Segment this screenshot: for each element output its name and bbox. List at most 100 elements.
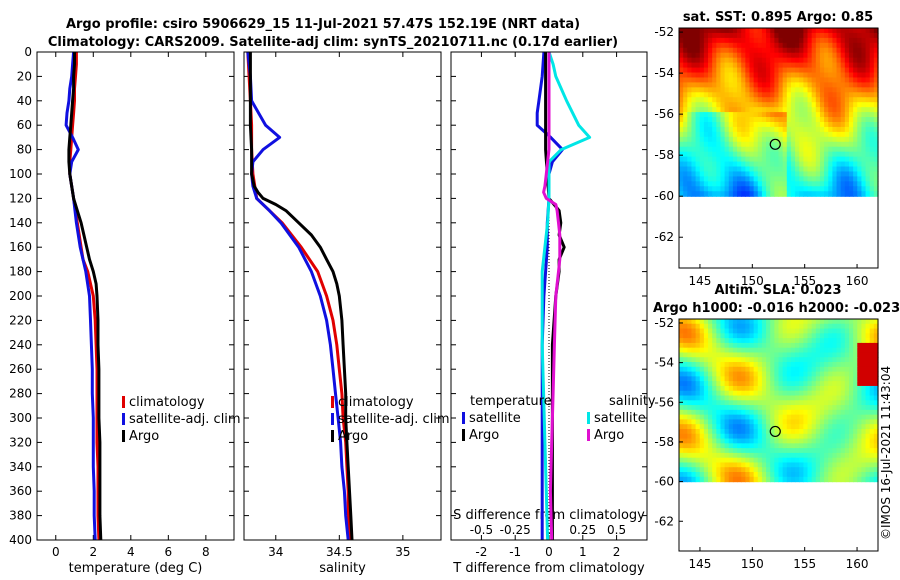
heatmap-cell bbox=[724, 319, 730, 325]
heatmap-cell bbox=[687, 405, 693, 411]
heatmap-cell bbox=[865, 328, 871, 334]
heatmap-cell bbox=[824, 400, 829, 406]
heatmap-cell bbox=[761, 362, 767, 368]
heatmap-cell bbox=[683, 400, 688, 406]
heatmap-cell bbox=[832, 112, 838, 118]
heatmap-cell bbox=[828, 87, 833, 93]
heatmap-cell bbox=[865, 414, 871, 421]
heatmap-cell bbox=[766, 102, 771, 108]
heatmap-cell bbox=[819, 52, 825, 59]
heatmap-cell bbox=[865, 97, 871, 103]
heatmap-cell bbox=[786, 191, 792, 197]
heatmap-cell bbox=[869, 405, 875, 411]
heatmap-cell bbox=[766, 362, 771, 368]
heatmap-cell bbox=[745, 136, 751, 143]
heatmap-cell bbox=[728, 347, 734, 354]
heatmap-cell bbox=[732, 338, 738, 344]
heatmap-cell bbox=[745, 342, 751, 349]
heatmap-cell bbox=[683, 181, 688, 187]
heatmap-cell bbox=[844, 462, 850, 468]
heatmap-cell bbox=[691, 376, 697, 382]
heatmap-cell bbox=[774, 400, 780, 406]
heatmap-cell bbox=[766, 390, 771, 397]
heatmap-cell bbox=[832, 97, 838, 103]
heatmap-cell bbox=[745, 131, 751, 138]
heatmap-cell bbox=[873, 186, 879, 192]
heatmap-cell bbox=[799, 347, 804, 354]
heatmap-cell bbox=[790, 87, 796, 93]
heatmap-cell bbox=[832, 347, 838, 354]
heatmap-cell bbox=[753, 419, 759, 425]
heatmap-cell bbox=[695, 405, 701, 411]
heatmap-cell bbox=[844, 333, 850, 339]
heatmap-cell bbox=[807, 433, 813, 440]
heatmap-cell bbox=[828, 166, 833, 173]
heatmap-cell bbox=[836, 136, 842, 143]
heatmap-cell bbox=[691, 347, 697, 354]
heatmap-cell bbox=[720, 82, 726, 88]
heatmap-cell bbox=[766, 414, 771, 421]
heatmap-cell bbox=[724, 419, 730, 425]
heatmap-cell bbox=[703, 72, 709, 79]
heatmap-cell bbox=[815, 107, 821, 113]
heatmap-cell bbox=[728, 457, 734, 464]
heatmap-cell bbox=[811, 467, 817, 473]
heatmap-cell bbox=[728, 117, 734, 123]
heatmap-cell bbox=[683, 151, 688, 158]
heatmap-cell bbox=[828, 92, 833, 98]
heatmap-cell bbox=[683, 112, 688, 118]
heatmap-cell bbox=[869, 371, 875, 377]
heatmap-cell bbox=[679, 57, 684, 64]
heatmap-cell bbox=[853, 352, 858, 358]
heatmap-cell bbox=[749, 122, 755, 128]
heatmap-cell bbox=[753, 161, 759, 168]
heatmap-cell bbox=[741, 97, 746, 103]
heatmap-cell bbox=[873, 112, 879, 118]
heatmap-cell bbox=[770, 52, 775, 59]
heatmap-cell bbox=[749, 151, 755, 158]
heatmap-cell bbox=[782, 371, 788, 377]
heatmap-cell bbox=[865, 186, 871, 192]
heatmap-cell bbox=[869, 457, 875, 464]
heatmap-cell bbox=[716, 419, 722, 425]
heatmap-cell bbox=[828, 414, 833, 421]
heatmap-cell bbox=[716, 72, 722, 79]
heatmap-cell bbox=[737, 357, 742, 363]
heatmap-cell bbox=[790, 82, 796, 88]
heatmap-cell bbox=[737, 376, 742, 382]
heatmap-cell bbox=[778, 319, 784, 325]
heatmap-cell bbox=[782, 342, 788, 349]
heatmap-cell bbox=[749, 112, 755, 118]
heatmap-cell bbox=[824, 32, 829, 39]
heatmap-cell bbox=[848, 151, 854, 158]
heatmap-cell bbox=[761, 146, 767, 153]
heatmap-cell bbox=[790, 319, 796, 325]
heatmap-cell bbox=[861, 176, 867, 182]
heatmap-cell bbox=[732, 472, 738, 478]
heatmap-cell bbox=[712, 414, 717, 421]
heatmap-cell bbox=[687, 381, 693, 387]
heatmap-cell bbox=[799, 443, 804, 449]
heatmap-cell bbox=[741, 462, 746, 468]
heatmap-cell bbox=[790, 357, 796, 363]
heatmap-cell bbox=[836, 362, 842, 368]
heatmap-cell bbox=[757, 151, 763, 158]
heatmap-cell bbox=[774, 428, 780, 435]
heatmap-cell bbox=[848, 52, 854, 59]
heatmap-cell bbox=[737, 181, 742, 187]
heatmap-cell bbox=[832, 47, 838, 54]
heatmap-cell bbox=[753, 156, 759, 163]
heatmap-cell bbox=[683, 126, 688, 133]
heatmap-cell bbox=[716, 467, 722, 473]
heatmap-cell bbox=[778, 362, 784, 368]
heatmap-cell bbox=[774, 156, 780, 163]
heatmap-cell bbox=[770, 42, 775, 49]
heatmap-cell bbox=[836, 52, 842, 59]
heatmap-cell bbox=[778, 438, 784, 444]
heatmap-cell bbox=[848, 32, 854, 39]
heatmap-cell bbox=[778, 385, 784, 392]
depth-tick-label: 320 bbox=[9, 435, 32, 449]
heatmap-cell bbox=[716, 181, 722, 187]
heatmap-cell bbox=[799, 102, 804, 108]
heatmap-cell bbox=[745, 323, 751, 330]
